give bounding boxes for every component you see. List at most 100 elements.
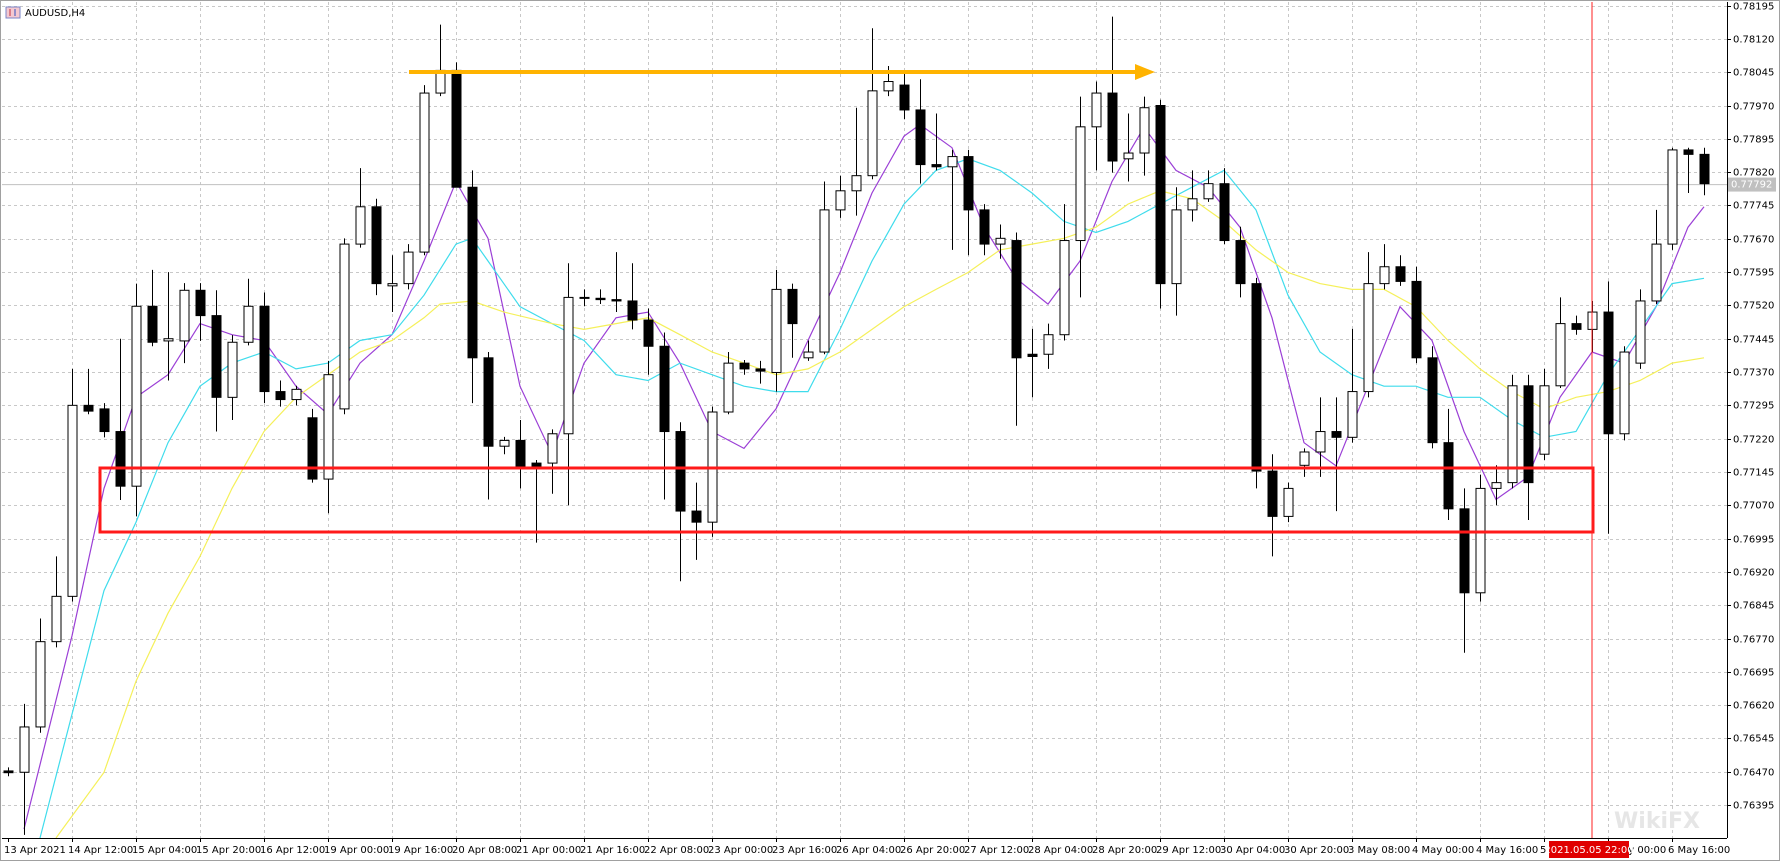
y-tick-label: 0.76995 [1733, 535, 1774, 546]
x-tick-label: 20 Apr 08:00 [452, 845, 517, 856]
candle-body [467, 186, 478, 359]
candle-body [1219, 183, 1230, 242]
x-tick-label: 22 Apr 08:00 [644, 845, 709, 856]
candle-body [339, 243, 350, 410]
candle-body [611, 299, 622, 302]
candle-body [307, 417, 318, 480]
candle-body [1027, 353, 1038, 357]
candle-body [1171, 209, 1182, 285]
candle-body [787, 288, 798, 325]
x-tick-label: 6 May 16:00 [1668, 845, 1730, 856]
resistance-arrow-head [1135, 64, 1155, 80]
x-tick-label: 27 Apr 12:00 [964, 845, 1029, 856]
candle-body [227, 341, 238, 398]
y-tick-label: 0.76545 [1733, 734, 1774, 745]
y-tick-label: 0.77520 [1733, 301, 1774, 312]
candle-body [355, 206, 366, 245]
candle-body [755, 368, 766, 372]
candle-body [323, 374, 334, 480]
candle-body [899, 84, 910, 111]
candle-body [1443, 442, 1454, 510]
candle-body [1267, 470, 1278, 517]
candle-body [147, 305, 158, 343]
candle-body [1187, 198, 1198, 211]
x-tick-label: 13 Apr 2021 [4, 845, 66, 856]
candle-body [627, 300, 638, 321]
symbol-icon [5, 6, 21, 19]
candle-body [515, 439, 526, 469]
x-tick-label: 4 May 00:00 [1412, 845, 1474, 856]
candle-body [195, 289, 206, 317]
candle-body [1667, 149, 1678, 245]
y-tick-label: 0.78120 [1733, 35, 1774, 46]
candle-body [659, 345, 670, 433]
y-tick-label: 0.77070 [1733, 501, 1774, 512]
candle-body [131, 305, 142, 487]
x-tick-label: 26 Apr 20:00 [900, 845, 965, 856]
candle-body [115, 431, 126, 487]
title-block: AUDUSD,H4 [5, 6, 85, 19]
candle-body [1651, 243, 1662, 302]
candle-body [499, 439, 510, 447]
watermark: WikiFX [1614, 809, 1700, 834]
badge-layer: 2021.05.05 22:00 [1544, 841, 1634, 858]
candle-layer [3, 16, 1710, 835]
x-tick-label: 28 Apr 20:00 [1092, 845, 1157, 856]
x-tick-label: 14 Apr 12:00 [68, 845, 133, 856]
candle-body [1683, 149, 1694, 155]
x-tick-label: 16 Apr 12:00 [260, 845, 325, 856]
x-tick-label: 29 Apr 12:00 [1156, 845, 1221, 856]
candle-body [387, 283, 398, 287]
moving-average-line [23, 123, 1705, 830]
candle-body [1635, 300, 1646, 364]
candle-body [291, 388, 302, 401]
x-tick-label: 21 Apr 00:00 [516, 845, 581, 856]
candle-body [99, 408, 110, 433]
y-tick-label: 0.77445 [1733, 335, 1774, 346]
y-tick-label: 0.77145 [1733, 468, 1774, 479]
candle-body [579, 296, 590, 299]
candle-body [19, 726, 30, 773]
candle-body [403, 251, 414, 285]
y-tick-label: 0.77595 [1733, 268, 1774, 279]
candle-body [947, 156, 958, 168]
candle-body [211, 315, 222, 398]
candle-body [3, 770, 14, 774]
y-tick-label: 0.77670 [1733, 235, 1774, 246]
candle-body [67, 404, 78, 597]
candle-body [1299, 451, 1310, 466]
candle-body [1043, 334, 1054, 355]
candle-body [1139, 107, 1150, 154]
annotation-layer [98, 2, 1595, 838]
support-zone [98, 466, 1595, 534]
grid-layer [2, 2, 1727, 838]
y-tick-label: 0.77970 [1733, 102, 1774, 113]
y-tick-label: 0.78195 [1733, 2, 1774, 13]
candle-body [1411, 280, 1422, 359]
candle-body [803, 351, 814, 359]
y-tick-label: 0.76845 [1733, 601, 1774, 612]
last-price-label: 0.77792 [1731, 180, 1772, 191]
last-price-box [1728, 177, 1776, 192]
candle-body [595, 297, 606, 301]
cursor-label: 2021.05.05 22:00 [1544, 845, 1633, 856]
candle-body [675, 431, 686, 512]
candle-body [691, 510, 702, 523]
candle-body [995, 237, 1006, 245]
chart-title: AUDUSD,H4 [25, 8, 85, 19]
candle-body [371, 206, 382, 285]
candle-body [851, 175, 862, 192]
candle-body [1379, 266, 1390, 285]
y-tick-label: 0.76770 [1733, 635, 1774, 646]
candle-body [1155, 105, 1166, 285]
x-tick-label: 15 Apr 20:00 [196, 845, 261, 856]
candle-body [915, 109, 926, 166]
candle-body [1539, 385, 1550, 455]
candle-body [1491, 482, 1502, 489]
candle-body [1619, 351, 1630, 435]
candle-body [1331, 431, 1342, 438]
x-tick-label: 30 Apr 04:00 [1220, 845, 1285, 856]
candle-body [1395, 266, 1406, 282]
